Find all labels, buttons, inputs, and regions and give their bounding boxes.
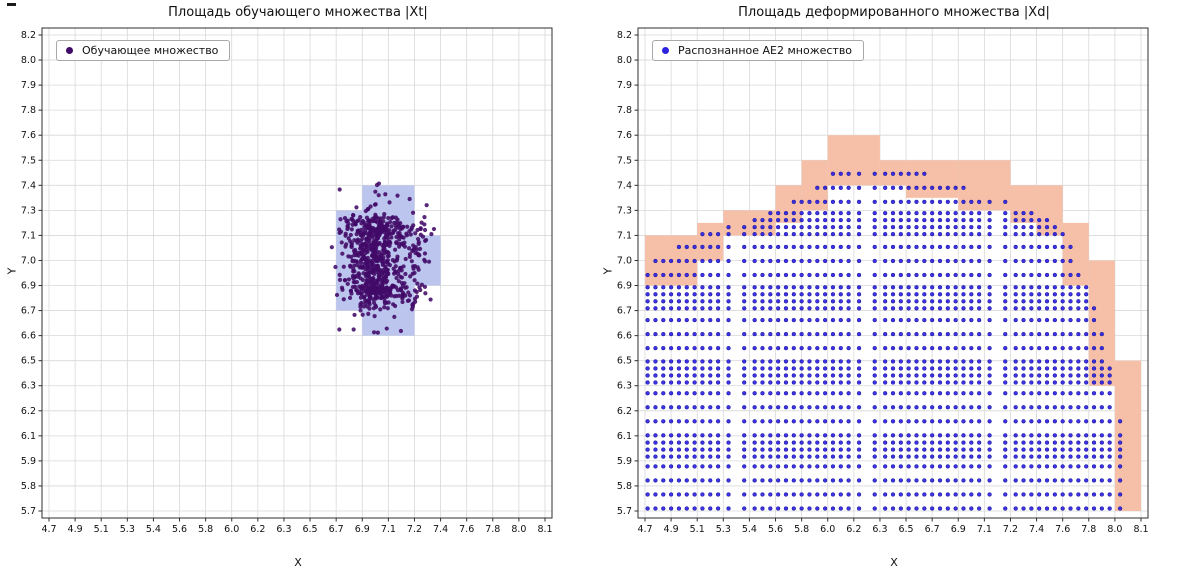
svg-text:7.2: 7.2 <box>1003 524 1018 535</box>
svg-text:7.6: 7.6 <box>21 130 36 141</box>
svg-text:6.9: 6.9 <box>355 524 370 535</box>
svg-text:5.4: 5.4 <box>742 524 757 535</box>
svg-text:8.2: 8.2 <box>617 30 632 41</box>
chart-training-set: Площадь обучающего множества |Xt| Y 4.7 5… <box>6 5 553 569</box>
svg-text:6.3: 6.3 <box>872 524 887 535</box>
svg-text:7.4: 7.4 <box>21 180 36 191</box>
svg-text:6.3: 6.3 <box>21 381 36 392</box>
svg-text:5.9: 5.9 <box>617 456 632 467</box>
svg-text:5.7: 5.7 <box>21 506 36 517</box>
svg-text:5.9: 5.9 <box>21 456 36 467</box>
svg-text:6.7: 6.7 <box>925 524 940 535</box>
chart-title: Площадь деформированного множества |Xd| <box>738 5 1050 20</box>
svg-text:4.7: 4.7 <box>41 524 56 535</box>
svg-text:7.3: 7.3 <box>617 205 632 216</box>
svg-text:8.0: 8.0 <box>21 55 36 66</box>
svg-text:7.1: 7.1 <box>381 524 396 535</box>
svg-text:6.2: 6.2 <box>846 524 861 535</box>
svg-text:7.6: 7.6 <box>459 524 474 535</box>
svg-text:6.5: 6.5 <box>302 524 317 535</box>
chart-deformed-set: Площадь деформированного множества |Xd| … <box>596 0 1192 573</box>
svg-text:7.9: 7.9 <box>617 80 632 91</box>
svg-text:7.8: 7.8 <box>485 524 500 535</box>
svg-text:8.1: 8.1 <box>1133 524 1148 535</box>
svg-text:7.5: 7.5 <box>617 155 632 166</box>
plot-area-deformed: 4.7 5.7 4.9 5.8 5.1 5.9 5.3 6.1 5.4 6.2 5.6 6.3 5.8 6… <box>617 27 1149 535</box>
svg-text:8.1: 8.1 <box>537 524 552 535</box>
window-artifact-mark <box>7 3 16 6</box>
svg-text:8.2: 8.2 <box>21 30 36 41</box>
svg-text:5.3: 5.3 <box>716 524 731 535</box>
svg-text:7.8: 7.8 <box>617 105 632 116</box>
svg-text:5.6: 5.6 <box>172 524 187 535</box>
svg-text:5.6: 5.6 <box>768 524 783 535</box>
svg-text:6.1: 6.1 <box>21 431 36 442</box>
svg-text:6.1: 6.1 <box>617 431 632 442</box>
legend-label: Обучающее множество <box>82 44 219 57</box>
svg-text:4.9: 4.9 <box>664 524 679 535</box>
svg-text:4.9: 4.9 <box>68 524 83 535</box>
svg-text:5.7: 5.7 <box>617 506 632 517</box>
svg-text:7.4: 7.4 <box>433 524 448 535</box>
svg-text:6.3: 6.3 <box>276 524 291 535</box>
svg-text:5.8: 5.8 <box>794 524 809 535</box>
svg-text:6.7: 6.7 <box>21 306 36 317</box>
x-axis-label: X <box>890 556 898 569</box>
svg-text:6.0: 6.0 <box>224 524 239 535</box>
legend-label: Распознанное AE2 множество <box>678 44 853 57</box>
svg-text:5.4: 5.4 <box>146 524 161 535</box>
svg-text:6.5: 6.5 <box>617 356 632 367</box>
x-axis-label: X <box>294 556 302 569</box>
svg-text:6.3: 6.3 <box>617 381 632 392</box>
svg-text:4.7: 4.7 <box>637 524 652 535</box>
svg-text:6.0: 6.0 <box>820 524 835 535</box>
svg-text:6.2: 6.2 <box>250 524 265 535</box>
svg-text:6.7: 6.7 <box>617 306 632 317</box>
legend-marker-dot <box>66 47 73 54</box>
svg-text:6.2: 6.2 <box>21 406 36 417</box>
legend: Обучающее множество <box>56 40 231 61</box>
svg-text:7.6: 7.6 <box>617 130 632 141</box>
svg-text:6.6: 6.6 <box>21 331 36 342</box>
svg-text:5.8: 5.8 <box>617 481 632 492</box>
svg-text:6.9: 6.9 <box>21 281 36 292</box>
legend: Распознанное AE2 множество <box>652 40 865 61</box>
svg-text:7.9: 7.9 <box>21 80 36 91</box>
svg-text:7.6: 7.6 <box>1055 524 1070 535</box>
svg-text:6.9: 6.9 <box>617 281 632 292</box>
plot-area-training: 4.7 5.7 4.9 5.8 5.1 5.9 5.3 6.1 5.4 6.2 5.6 6.3 5.8 6… <box>21 27 553 535</box>
svg-text:5.8: 5.8 <box>198 524 213 535</box>
svg-text:7.4: 7.4 <box>1029 524 1044 535</box>
svg-text:8.0: 8.0 <box>511 524 526 535</box>
svg-text:7.0: 7.0 <box>21 255 36 266</box>
svg-text:5.1: 5.1 <box>690 524 705 535</box>
svg-text:6.2: 6.2 <box>617 406 632 417</box>
svg-text:8.0: 8.0 <box>1107 524 1122 535</box>
svg-text:7.1: 7.1 <box>617 230 632 241</box>
svg-text:6.5: 6.5 <box>898 524 913 535</box>
svg-text:6.7: 6.7 <box>329 524 344 535</box>
svg-text:6.6: 6.6 <box>617 331 632 342</box>
svg-text:5.1: 5.1 <box>94 524 109 535</box>
svg-text:7.1: 7.1 <box>21 230 36 241</box>
svg-text:8.0: 8.0 <box>617 55 632 66</box>
svg-text:7.8: 7.8 <box>21 105 36 116</box>
svg-text:7.3: 7.3 <box>21 205 36 216</box>
svg-text:7.0: 7.0 <box>617 255 632 266</box>
svg-text:6.9: 6.9 <box>951 524 966 535</box>
svg-text:7.2: 7.2 <box>407 524 422 535</box>
svg-text:7.5: 7.5 <box>21 155 36 166</box>
chart-title: Площадь обучающего множества |Xt| <box>168 5 428 20</box>
svg-text:7.4: 7.4 <box>617 180 632 191</box>
legend-marker-dot <box>662 47 669 54</box>
svg-text:5.3: 5.3 <box>120 524 135 535</box>
svg-text:5.8: 5.8 <box>21 481 36 492</box>
svg-text:7.8: 7.8 <box>1081 524 1096 535</box>
svg-text:7.1: 7.1 <box>977 524 992 535</box>
svg-text:6.5: 6.5 <box>21 356 36 367</box>
